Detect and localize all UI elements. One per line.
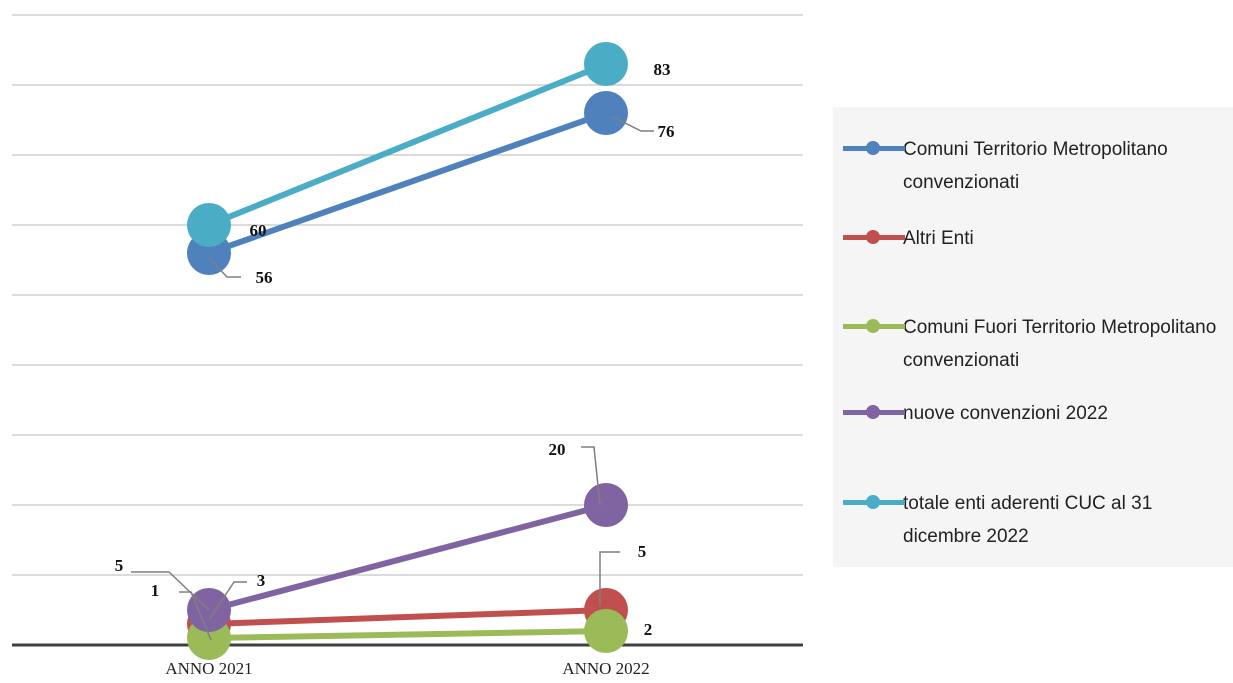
legend-item: totale enti aderenti CUC al 31 dicembre … xyxy=(843,487,1233,553)
data-label: 3 xyxy=(257,571,266,590)
data-label: 5 xyxy=(638,542,647,561)
series-line xyxy=(206,110,609,256)
data-label: 1 xyxy=(151,581,160,600)
data-labels: 56 76 3 5 1 2 5 20 60 83 xyxy=(115,60,675,641)
leader-line xyxy=(610,115,654,132)
series-lines xyxy=(206,61,609,641)
data-label: 56 xyxy=(256,268,273,287)
series-line xyxy=(206,502,609,613)
leader-line xyxy=(599,551,620,606)
legend-label: totale enti aderenti CUC al 31 dicembre … xyxy=(903,493,1153,547)
leader-line xyxy=(208,581,247,621)
leader-line xyxy=(208,257,241,278)
data-point xyxy=(584,483,628,527)
x-tick-label: ANNO 2021 xyxy=(165,659,252,678)
data-label: 2 xyxy=(644,620,653,639)
data-point xyxy=(584,91,628,135)
series-line xyxy=(206,61,609,228)
data-label: 76 xyxy=(658,122,675,141)
data-point xyxy=(187,203,231,247)
legend-marker-icon xyxy=(843,133,905,163)
line-chart: ANNO 2021 ANNO 2022 56 76 3 5 1 2 5 20 60 83 xyxy=(12,14,803,678)
legend-marker-icon xyxy=(843,487,905,517)
legend-label: Comuni Fuori Territorio Metropolitano co… xyxy=(903,317,1217,371)
legend: Comuni Territorio Metropolitano convenzi… xyxy=(833,107,1233,567)
legend-marker-icon xyxy=(843,311,905,341)
x-tick-label: ANNO 2022 xyxy=(562,659,649,678)
leader-line xyxy=(581,446,601,506)
legend-marker-icon xyxy=(843,222,905,252)
legend-item: Comuni Fuori Territorio Metropolitano co… xyxy=(843,311,1233,377)
legend-label: Altri Enti xyxy=(903,228,974,249)
data-label: 20 xyxy=(549,440,566,459)
data-point xyxy=(584,42,628,86)
data-label: 60 xyxy=(250,221,267,240)
legend-label: Comuni Territorio Metropolitano convenzi… xyxy=(903,139,1168,193)
legend-marker-icon xyxy=(843,397,905,427)
series-points xyxy=(187,42,628,660)
series-line xyxy=(206,607,609,627)
legend-item: Comuni Territorio Metropolitano convenzi… xyxy=(843,133,1233,199)
data-point xyxy=(584,609,628,653)
gridlines xyxy=(12,14,803,576)
legend-label: nuove convenzioni 2022 xyxy=(903,403,1108,424)
leader-line xyxy=(131,571,210,611)
x-tick-labels: ANNO 2021 ANNO 2022 xyxy=(165,659,649,678)
legend-item: nuove convenzioni 2022 xyxy=(843,397,1233,430)
data-label: 83 xyxy=(654,60,671,79)
series-line xyxy=(206,628,609,641)
legend-item: Altri Enti xyxy=(843,222,1233,255)
data-label: 5 xyxy=(115,556,124,575)
